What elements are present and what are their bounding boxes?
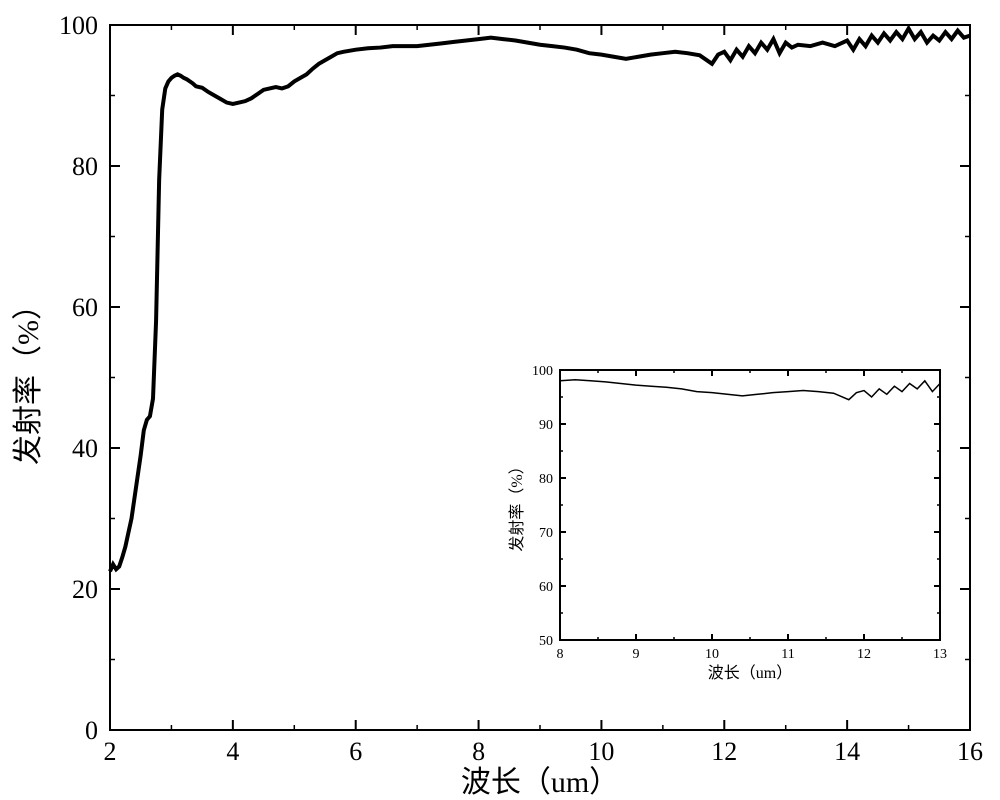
- svg-text:4: 4: [226, 737, 239, 766]
- svg-text:8: 8: [557, 647, 564, 662]
- svg-text:波长（um）: 波长（um）: [461, 766, 619, 799]
- svg-text:6: 6: [349, 737, 362, 766]
- svg-text:11: 11: [781, 647, 794, 662]
- svg-text:100: 100: [532, 364, 553, 379]
- chart-container: 2 4 6 8 10 12 14 16 0 20 40 60 80 100 波长（um） 发射率（%） 8 9 10…: [0, 0, 1000, 800]
- svg-text:8: 8: [472, 737, 485, 766]
- svg-text:发射率（%）: 发射率（%）: [508, 458, 526, 551]
- svg-text:发射率（%）: 发射率（%）: [12, 290, 45, 465]
- main-chart-svg: 2 4 6 8 10 12 14 16 0 20 40 60 80 100 波长（um） 发射率（%） 8 9 10…: [0, 0, 1000, 800]
- svg-text:90: 90: [539, 418, 553, 433]
- svg-text:10: 10: [705, 647, 719, 662]
- svg-text:20: 20: [72, 575, 98, 604]
- svg-text:80: 80: [72, 152, 98, 181]
- svg-text:70: 70: [539, 526, 553, 541]
- svg-text:40: 40: [72, 434, 98, 463]
- svg-text:0: 0: [85, 716, 98, 745]
- svg-text:2: 2: [104, 737, 117, 766]
- svg-text:波长（um）: 波长（um）: [708, 664, 792, 682]
- svg-text:100: 100: [59, 11, 98, 40]
- svg-text:13: 13: [933, 647, 947, 662]
- svg-text:10: 10: [588, 737, 614, 766]
- svg-text:60: 60: [539, 580, 553, 595]
- svg-text:12: 12: [857, 647, 871, 662]
- svg-text:12: 12: [711, 737, 737, 766]
- svg-text:14: 14: [834, 737, 860, 766]
- svg-text:80: 80: [539, 472, 553, 487]
- svg-text:16: 16: [957, 737, 983, 766]
- svg-text:60: 60: [72, 293, 98, 322]
- svg-text:50: 50: [539, 634, 553, 649]
- svg-text:9: 9: [633, 647, 640, 662]
